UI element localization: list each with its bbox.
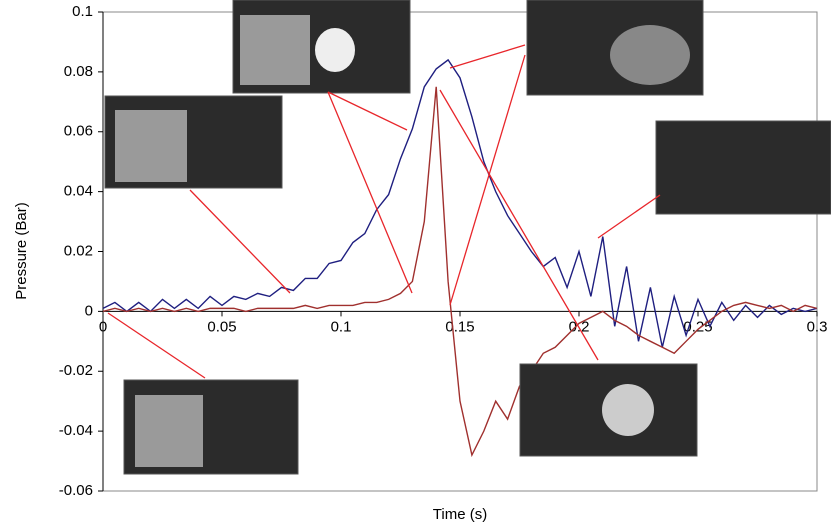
y-tick-label: 0.02 [64,242,93,259]
series-line [102,58,818,348]
plot: -0.06 -0.04 -0.02 0 0.02 0.04 0.06 0.08 0.1 0 0.05… [59,3,828,499]
x-tick-label: 0.1 [331,318,352,335]
x-tick-label: 0.05 [207,318,236,335]
y-tick-label: 0.04 [64,183,93,200]
arrow [327,91,413,294]
y-tick-label: 0 [85,302,93,319]
x-axis-label: Time (s) [433,506,487,523]
y-axis-label: Pressure (Bar) [13,202,30,300]
inset-detail [115,110,187,182]
inset-detail [135,395,203,467]
arrow [327,91,408,131]
series-line [102,86,818,458]
y-tick-label: -0.06 [59,482,93,499]
arrow [449,54,526,306]
y-tick-label: 0.1 [72,3,93,20]
arrow [107,312,206,379]
x-tick-label: 0.15 [445,318,474,335]
x-tick-label: 0 [99,318,107,335]
y-tick-label: 0.06 [64,123,93,140]
y-tick-label: -0.04 [59,422,93,439]
arrows [107,44,661,379]
x-tick-label: 0.3 [807,318,828,335]
arrow [449,44,526,69]
inset-detail [240,15,310,85]
inset-image [655,120,831,215]
arrow [189,189,291,294]
inset-detail [610,25,690,85]
inset-detail [602,384,654,436]
arrow [439,89,599,361]
y-tick-label: -0.02 [59,362,93,379]
inset-detail [315,28,355,72]
arrow [597,194,661,239]
y-tick-label: 0.08 [64,63,93,80]
insets [104,0,831,475]
